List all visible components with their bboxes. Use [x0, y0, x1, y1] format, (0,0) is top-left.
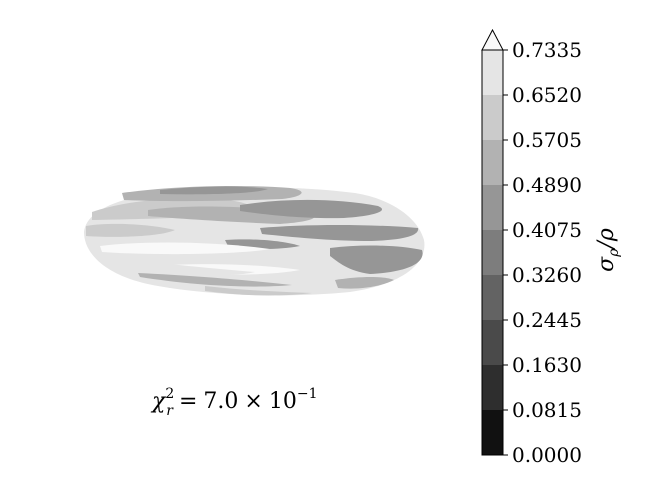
colorbar-label-tail: /ρ: [594, 228, 619, 250]
colorbar-tick-label: 0.2445: [512, 308, 582, 332]
colorbar-band: [482, 275, 503, 320]
contour-region: [260, 225, 419, 241]
colorbar-tick-label: 0.0000: [512, 443, 582, 467]
colorbar-band: [482, 95, 503, 140]
colorbar-tick-label: 0.0815: [512, 398, 582, 422]
colorbar-band: [482, 185, 503, 230]
chi-symbol: χ: [150, 389, 167, 414]
colorbar-tick-label: 0.1630: [512, 353, 582, 377]
mantissa: 7.0: [203, 389, 238, 414]
chi-squared-annotation: χ2 r = 7.0 × 10−1: [150, 386, 317, 419]
chi-superscript: 2: [165, 386, 174, 402]
colorbar-band: [482, 410, 503, 455]
colorbar-tick-label: 0.7335: [512, 38, 582, 62]
contour-region: [205, 286, 312, 296]
power-exponent: −1: [297, 386, 318, 402]
colorbar-band: [482, 365, 503, 410]
contour-region: [335, 277, 394, 289]
chi-subscript: r: [166, 403, 174, 419]
contour-region: [160, 186, 268, 195]
colorbar-tick-label: 0.4890: [512, 173, 582, 197]
power-base: 10: [269, 389, 297, 414]
contour-region: [112, 258, 255, 276]
colorbar-outline: [481, 49, 504, 456]
colorbar-extend-arrow: [481, 28, 504, 51]
colorbar-band: [482, 320, 503, 365]
contour-field: [84, 185, 425, 296]
colorbar-tick-label: 0.4075: [512, 218, 582, 242]
colorbar-label-sigma: σ: [594, 256, 619, 272]
colorbar-tick-label: 0.3260: [512, 263, 582, 287]
equals-sign: =: [179, 389, 197, 414]
contour-region: [100, 242, 270, 255]
colorbar-band: [482, 230, 503, 275]
contour-region: [138, 273, 292, 287]
colorbar: 0.0000 0.0815 0.1630 0.2445 0.3260 0.4075 0.48…: [481, 28, 582, 467]
colorbar-tick-label: 0.6520: [512, 83, 582, 107]
times-sign: ×: [244, 389, 262, 414]
contour-region: [86, 223, 175, 237]
colorbar-band: [482, 50, 503, 95]
contour-region: [330, 245, 423, 274]
colorbar-label: σρ/ρ: [594, 228, 622, 272]
colorbar-tick-label: 0.5705: [512, 128, 582, 152]
colorbar-band: [482, 140, 503, 185]
contour-region: [240, 199, 383, 219]
colorbar-label-sub: ρ: [606, 248, 622, 258]
